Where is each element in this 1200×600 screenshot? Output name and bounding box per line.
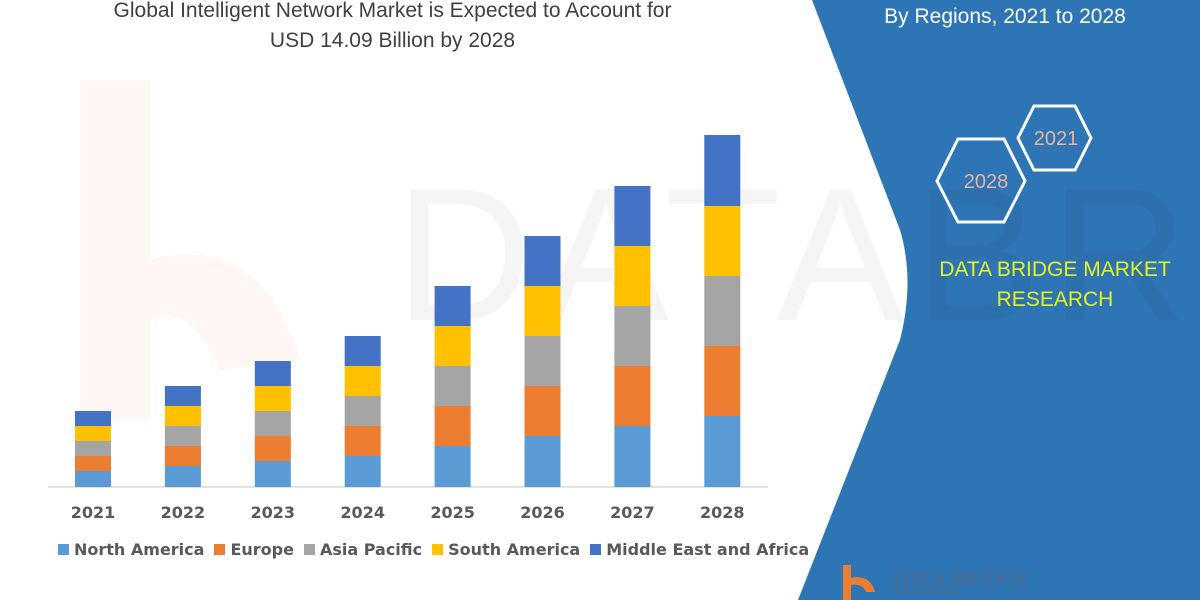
- x-tick-label: 2022: [161, 503, 206, 522]
- bar-segment-2024-asia-pacific: [344, 396, 381, 426]
- bar-segment-2024-europe: [344, 426, 381, 456]
- bar-segment-2023-asia-pacific: [254, 411, 291, 436]
- legend-label: Europe: [230, 540, 294, 559]
- bar-segment-2025-europe: [434, 406, 471, 446]
- legend-swatch: [590, 544, 602, 555]
- x-tick-label: 2026: [520, 503, 565, 522]
- bar-segment-2028-middle-east-and-africa: [704, 135, 741, 206]
- bar-segment-2028-asia-pacific: [704, 276, 741, 346]
- legend-item: Asia Pacific: [303, 540, 423, 559]
- watermark-logo-icon: [80, 80, 300, 420]
- panel-subtitle: By Regions, 2021 to 2028: [884, 5, 1126, 28]
- bar-segment-2022-north-america: [164, 466, 201, 487]
- stacked-bar-chart: 2021 2022 2023 2024 2025 2026 2027 2028: [48, 135, 768, 522]
- bar-segment-2023-europe: [254, 436, 291, 461]
- bar-segment-2021-south-america: [75, 426, 111, 441]
- x-tick-label: 2025: [430, 503, 475, 522]
- legend-item: Middle East and Africa: [590, 540, 809, 559]
- hexagon-2021: 2021: [1016, 104, 1093, 172]
- bar-segment-2026-south-america: [524, 286, 561, 336]
- bar-segment-2027-europe: [614, 366, 651, 426]
- brand-line-1: DATA BRIDGE MARKET: [939, 258, 1171, 281]
- bar-segment-2026-middle-east-and-africa: [524, 236, 561, 286]
- brand-line-2: RESEARCH: [996, 288, 1114, 311]
- legend-item: North America: [58, 540, 204, 559]
- logo-text: DATA BRIDGE: [893, 568, 1029, 590]
- bar-segment-2021-middle-east-and-africa: [75, 411, 111, 426]
- legend-item: Europe: [214, 540, 294, 559]
- bar-segment-2028-south-america: [704, 206, 741, 276]
- bar-segment-2022-asia-pacific: [164, 426, 201, 446]
- bar-segment-2027-middle-east-and-africa: [614, 186, 651, 246]
- hex-label-2021: 2021: [1034, 128, 1079, 150]
- bar-segment-2021-north-america: [75, 471, 111, 487]
- x-tick-label: 2021: [71, 503, 116, 522]
- legend-label: Middle East and Africa: [606, 540, 810, 559]
- logo-b-icon: [843, 565, 875, 600]
- brand-logo: [843, 565, 960, 600]
- bar-segment-2024-middle-east-and-africa: [344, 336, 381, 366]
- x-tick-label: 2027: [610, 503, 655, 522]
- bar-segment-2024-north-america: [344, 456, 381, 487]
- legend-swatch: [58, 544, 69, 555]
- legend-label: South America: [448, 540, 581, 559]
- bar-segment-2026-asia-pacific: [524, 336, 561, 386]
- hex-label-2028: 2028: [964, 171, 1009, 193]
- legend-item: South America: [432, 540, 580, 559]
- bar-segment-2022-middle-east-and-africa: [164, 386, 201, 406]
- bar-segment-2025-middle-east-and-africa: [434, 286, 471, 326]
- hexagon-2028: 2028: [935, 137, 1027, 224]
- bar-segment-2027-south-america: [614, 246, 651, 306]
- bar-segment-2027-north-america: [614, 426, 651, 487]
- bar-segment-2021-asia-pacific: [75, 441, 111, 456]
- bar-segment-2026-north-america: [524, 436, 561, 487]
- bar-segment-2022-europe: [164, 446, 201, 466]
- bar-segment-2025-south-america: [434, 326, 471, 366]
- side-panel: [798, 0, 1200, 600]
- legend-swatch: [432, 544, 444, 555]
- bar-segment-2026-europe: [524, 386, 561, 436]
- chart-title-line-1: Global Intelligent Network Market is Exp…: [113, 0, 672, 22]
- bar-segment-2023-south-america: [254, 386, 291, 411]
- bar-segment-2028-europe: [704, 346, 741, 416]
- x-tick-label: 2028: [700, 503, 745, 522]
- brand-name: DATA BRIDGE MARKET RESEARCH: [920, 255, 1190, 315]
- legend-swatch: [303, 544, 315, 555]
- bar-segment-2025-asia-pacific: [434, 366, 471, 406]
- legend-label: Asia Pacific: [319, 540, 423, 559]
- x-tick-label: 2024: [340, 503, 385, 522]
- bar-segment-2024-south-america: [344, 366, 381, 396]
- chart-title-line-2: USD 14.09 Billion by 2028: [269, 29, 516, 52]
- x-tick-label: 2023: [251, 503, 296, 522]
- legend-label: North America: [74, 540, 205, 559]
- legend-swatch: [214, 544, 226, 555]
- bar-segment-2022-south-america: [164, 406, 201, 426]
- bar-segment-2023-middle-east-and-africa: [254, 361, 291, 386]
- bar-segment-2023-north-america: [254, 461, 291, 487]
- bar-segment-2027-asia-pacific: [614, 306, 651, 366]
- bar-segment-2028-north-america: [704, 416, 741, 487]
- legend: North America Europe Asia Pacific South Ame…: [58, 540, 809, 559]
- bar-segment-2025-north-america: [434, 446, 471, 487]
- bar-segment-2021-europe: [75, 456, 111, 471]
